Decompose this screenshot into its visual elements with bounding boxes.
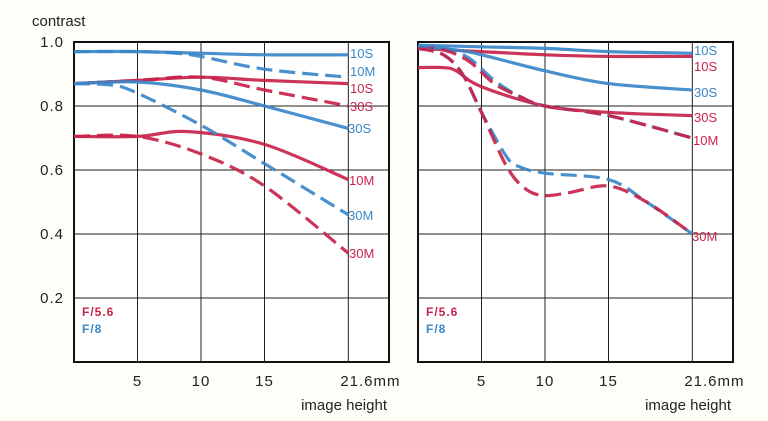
series-line — [417, 65, 693, 118]
x-tick-label: 21.6mm — [684, 373, 744, 390]
x-axis-label: image height — [645, 397, 732, 414]
series-line — [73, 80, 349, 130]
series-label: 10M — [350, 64, 375, 79]
series-label: 30M — [349, 246, 374, 261]
series-label: 30S — [694, 85, 717, 100]
series-label: 10S — [350, 46, 373, 61]
series-label: 30S — [694, 110, 717, 125]
series-label: 10M — [349, 173, 374, 188]
x-axis-label: image height — [301, 397, 388, 414]
plot-frame — [73, 41, 390, 363]
x-tick-label: 15 — [255, 373, 274, 390]
x-tick-label: 21.6mm — [340, 373, 400, 390]
legend-entry: F/5.6 — [82, 305, 114, 319]
series-line — [417, 43, 693, 55]
series-line — [417, 45, 694, 236]
y-tick-label: 0.2 — [40, 290, 64, 307]
y-tick-label: 0.8 — [40, 98, 64, 115]
series-label: 30S — [348, 121, 371, 136]
legend-entry: F/5.6 — [426, 305, 458, 319]
x-tick-label: 10 — [536, 373, 555, 390]
series-line — [73, 82, 350, 217]
series-line — [73, 49, 349, 79]
series-line — [417, 46, 694, 236]
y-tick-label: 0.6 — [40, 162, 64, 179]
series-label: 10S — [694, 43, 717, 58]
series-line — [73, 133, 350, 255]
series-label: 10S — [694, 59, 717, 74]
x-tick-label: 5 — [477, 373, 486, 390]
series-label: 30M — [348, 208, 373, 223]
x-tick-label: 5 — [133, 373, 142, 390]
x-tick-label: 10 — [192, 373, 211, 390]
y-axis-label: contrast — [32, 13, 86, 30]
y-tick-label: 1.0 — [40, 34, 64, 51]
series-label: 30M — [692, 229, 717, 244]
series-line — [417, 46, 693, 140]
mtf-panel-left: 5 10 15 21.6mm 1.0 0.8 0.6 0.4 0.2 contrast image … — [32, 13, 400, 414]
series-line — [417, 45, 693, 92]
legend-entry: F/8 — [426, 322, 446, 336]
y-tick-label: 0.4 — [40, 226, 64, 243]
series-label: 10S — [350, 81, 373, 96]
x-tick-label: 15 — [599, 373, 618, 390]
legend-entry: F/8 — [82, 322, 102, 336]
series-label: 10M — [693, 133, 718, 148]
plot-frame — [417, 41, 734, 363]
series-label: 30S — [350, 99, 373, 114]
